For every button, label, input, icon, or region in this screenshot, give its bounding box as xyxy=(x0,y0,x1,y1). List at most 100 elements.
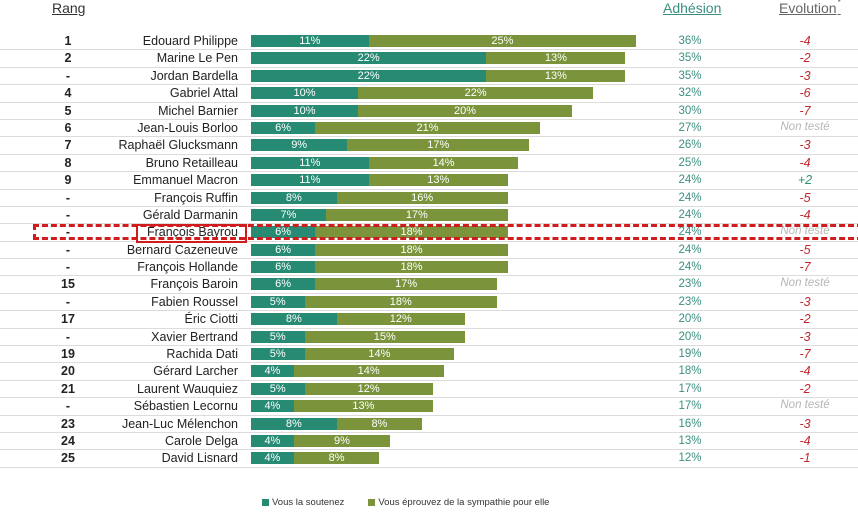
bar-soutenez: 6% xyxy=(251,261,316,274)
rank-value: 15 xyxy=(61,277,75,292)
legend-label-soutenez: Vous la soutenez xyxy=(272,497,345,508)
rank-value: - xyxy=(65,260,71,275)
rank-value: 20 xyxy=(61,364,75,379)
evolution-value: -2 xyxy=(799,381,811,396)
table-row: 8 Bruno Retailleau 11% 14% 25% -4 xyxy=(0,155,858,173)
table-row: 23 Jean-Luc Mélenchon 8% 8% 16% -3 xyxy=(0,416,858,433)
rank-value: 4 xyxy=(64,86,72,101)
table-row: 2 Marine Le Pen 22% 13% 35% -2 xyxy=(0,50,858,68)
bar-soutenez: 4% xyxy=(251,452,294,465)
data-label: 13% xyxy=(544,52,567,65)
category-label: Jordan Bardella xyxy=(150,68,238,83)
bar-sympathie: 9% xyxy=(293,434,391,447)
category-label: Rachida Dati xyxy=(166,347,238,362)
bar-sympathie: 17% xyxy=(325,208,508,221)
category-label: François Ruffin xyxy=(154,190,238,205)
data-label: 13% xyxy=(544,69,567,82)
category-label: Raphaël Glucksmann xyxy=(118,138,238,153)
rank-value: 23 xyxy=(61,416,75,431)
bar-sympathie: 13% xyxy=(293,400,433,413)
category-label: Michel Barnier xyxy=(158,103,238,118)
evolution-value: -4 xyxy=(799,364,811,379)
adhesion-value: 13% xyxy=(678,434,702,447)
data-label: 17% xyxy=(395,278,418,291)
evolution-value: -3 xyxy=(799,329,811,344)
bar-sympathie: 18% xyxy=(304,295,498,308)
evolution-value: -7 xyxy=(799,347,811,362)
rank-header: Rang xyxy=(52,0,86,16)
category-label: Jean-Louis Borloo xyxy=(137,120,238,135)
category-label: Gérard Larcher xyxy=(153,364,238,379)
data-label: 20% xyxy=(453,104,477,117)
evolution-value: -5 xyxy=(799,190,811,205)
adhesion-value: 24% xyxy=(678,261,702,274)
table-row: - François Bayrou 6% 18% 24% Non testé xyxy=(0,224,858,242)
bar-sympathie: 8% xyxy=(293,452,380,465)
data-label: 7% xyxy=(280,208,297,221)
adhesion-value: 19% xyxy=(678,348,702,361)
bar-sympathie: 12% xyxy=(304,382,433,395)
data-label: 12% xyxy=(389,313,412,326)
bar-soutenez: 7% xyxy=(251,208,326,221)
bar-soutenez: 4% xyxy=(251,434,294,447)
bar-sympathie: 18% xyxy=(315,243,508,256)
rank-value: 21 xyxy=(61,381,75,396)
data-label: 6% xyxy=(275,121,292,134)
data-label: 8% xyxy=(328,452,345,465)
adhesion-value: 32% xyxy=(678,87,702,100)
bar-sympathie: 13% xyxy=(368,174,508,187)
legend-swatch-soutenez xyxy=(262,499,269,506)
evolution-value: +2 xyxy=(797,173,813,188)
bar-soutenez: 5% xyxy=(251,382,305,395)
rank-value: - xyxy=(65,207,71,222)
data-label: 13% xyxy=(427,174,450,187)
evolution-value: -4 xyxy=(799,433,811,448)
adhesion-value: 23% xyxy=(678,295,702,308)
category-label: David Lisnard xyxy=(161,451,238,466)
data-label: 22% xyxy=(357,52,380,65)
data-label: 6% xyxy=(275,278,292,291)
bar-soutenez: 8% xyxy=(251,417,337,430)
bar-soutenez: 4% xyxy=(251,365,294,378)
bar-sympathie: 22% xyxy=(358,87,594,100)
bar-soutenez: 11% xyxy=(251,174,369,187)
bar-soutenez: 10% xyxy=(251,87,358,100)
rank-value: 17 xyxy=(61,312,75,327)
table-row: - Bernard Cazeneuve 6% 18% 24% -5 xyxy=(0,242,858,260)
rank-value: 5 xyxy=(64,103,72,118)
adhesion-value: 24% xyxy=(678,174,702,187)
rank-value: 25 xyxy=(61,451,75,466)
table-row: - Gérald Darmanin 7% 17% 24% -4 xyxy=(0,207,858,225)
table-row: 9 Emmanuel Macron 11% 13% 24% +2 xyxy=(0,172,858,190)
bar-sympathie: 17% xyxy=(315,278,498,291)
evolution-value: Non testé xyxy=(780,277,830,290)
evolution-value: -5 xyxy=(799,242,811,257)
bar-soutenez: 22% xyxy=(251,52,487,65)
bar-sympathie: 12% xyxy=(336,313,465,326)
adhesion-value: 20% xyxy=(678,330,702,343)
evolution-value: -3 xyxy=(799,68,811,83)
chart-rows: 1 Edouard Philippe 11% 25% 36% -4 2 Marine Le P… xyxy=(0,33,858,468)
bar-sympathie: 18% xyxy=(315,261,508,274)
bar-sympathie: 15% xyxy=(304,330,465,343)
adhesion-value: 24% xyxy=(678,191,702,204)
data-label: 5% xyxy=(269,330,286,343)
adhesion-header: Adhésion xyxy=(663,0,722,16)
adhesion-value: 26% xyxy=(678,139,702,152)
bar-soutenez: 6% xyxy=(251,278,316,291)
data-label: 10% xyxy=(293,87,316,100)
evolution-value: -7 xyxy=(799,103,811,118)
data-label: 22% xyxy=(464,87,487,100)
rank-value: - xyxy=(65,294,71,309)
bar-sympathie: 21% xyxy=(315,121,540,134)
bar-soutenez: 22% xyxy=(251,69,487,82)
data-label: 5% xyxy=(269,348,286,361)
table-row: 25 David Lisnard 4% 8% 12% -1 xyxy=(0,450,858,468)
category-label: Marine Le Pen xyxy=(156,51,238,66)
rank-value: 9 xyxy=(64,173,72,188)
data-label: 18% xyxy=(400,261,423,274)
evolution-value: -2 xyxy=(799,51,811,66)
adhesion-value: 23% xyxy=(678,278,702,291)
data-label: 16% xyxy=(411,191,434,204)
bar-sympathie: 16% xyxy=(336,191,508,204)
